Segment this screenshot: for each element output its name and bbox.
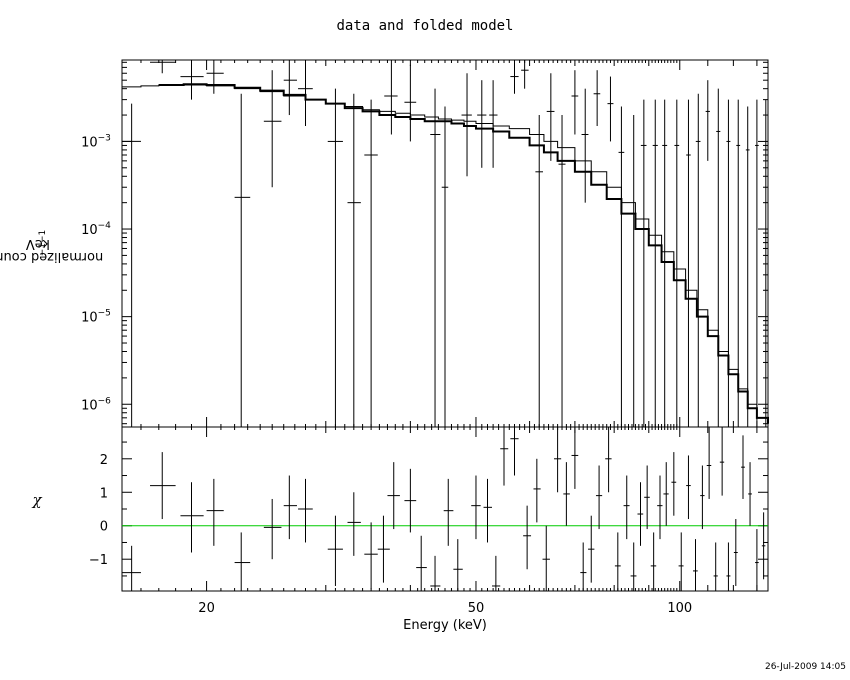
y-tick-exp: −6 xyxy=(98,396,112,406)
y-tick-label: 0 xyxy=(100,520,108,535)
y-tick-base: 10 xyxy=(81,311,98,326)
x-tick-label: 100 xyxy=(667,601,692,616)
y-tick-label: 2 xyxy=(100,453,108,468)
x-tick-label: 50 xyxy=(468,601,485,616)
timestamp: 26-Jul-2009 14:05 xyxy=(764,662,846,672)
y-tick-base: 10 xyxy=(81,135,98,150)
y-tick-label: 10−3 xyxy=(81,133,111,150)
y-axis-label-residuals: χ xyxy=(32,491,42,509)
y-tick-label: −1 xyxy=(89,553,108,568)
y-tick-label: 10−5 xyxy=(81,309,111,326)
y-tick-exp: −5 xyxy=(98,309,111,319)
model-curve-thick xyxy=(158,83,769,424)
y-tick-label: 1 xyxy=(100,486,108,501)
x-axis-label: Energy (keV) xyxy=(403,618,487,633)
y-tick-exp: −4 xyxy=(98,221,112,231)
y-tick-base: 10 xyxy=(81,223,98,238)
y-tick-base: 10 xyxy=(81,398,98,413)
y-tick-exp: −3 xyxy=(98,133,111,143)
x-tick-label: 20 xyxy=(198,601,215,616)
y-tick-label: 10−6 xyxy=(81,396,111,413)
model-curve-thin xyxy=(122,84,769,424)
residual-frame xyxy=(121,426,769,592)
y-tick-label: 10−4 xyxy=(81,221,111,238)
chart-title: data and folded model xyxy=(336,18,514,34)
